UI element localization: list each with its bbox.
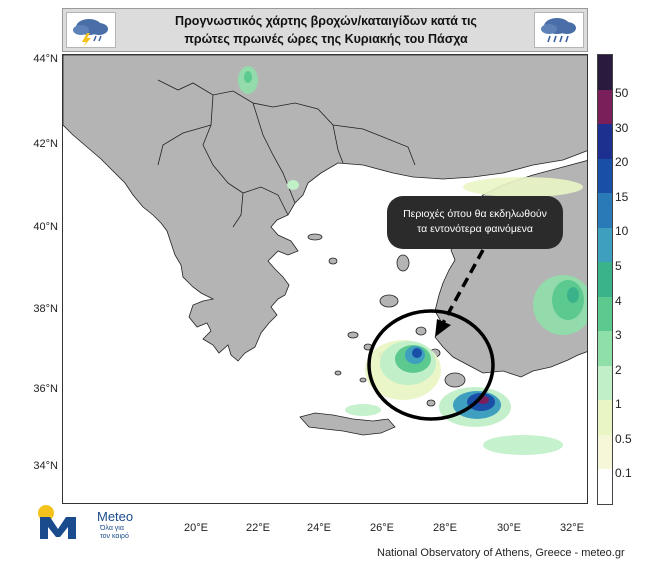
map-area: [62, 54, 588, 504]
tagline-line-2: τον καιρό: [100, 533, 129, 540]
legend-label: 4: [615, 294, 622, 308]
lon-label: 22°E: [246, 522, 270, 534]
balkans-land: [63, 55, 587, 362]
rain-cloud-icon: [534, 12, 584, 48]
legend-swatch: [598, 124, 612, 160]
legend-label: 1: [615, 397, 622, 411]
tagline-line-1: Όλα για: [100, 525, 124, 532]
legend-swatch: [598, 193, 612, 229]
credit-text: National Observatory of Athens, Greece -…: [377, 547, 625, 559]
legend-label: 15: [615, 190, 629, 204]
callout-box: Περιοχές όπου θα εκδηλωθούν τα εντονότερ…: [387, 196, 563, 249]
legend-label: 5: [615, 259, 622, 273]
lat-label: 42°N: [33, 138, 58, 150]
lon-label: 32°E: [560, 522, 584, 534]
legend-swatch: [598, 55, 612, 91]
legend-swatch: [598, 469, 612, 505]
highlight-circle: [367, 309, 495, 421]
lon-label: 30°E: [497, 522, 521, 534]
legend-swatch: [598, 296, 612, 332]
legend-label: 0.5: [615, 432, 632, 446]
country-border: [157, 79, 416, 228]
legend-swatch: [598, 89, 612, 125]
legend-swatch: [598, 262, 612, 298]
lon-label: 24°E: [307, 522, 331, 534]
lat-label: 40°N: [33, 221, 58, 233]
legend-swatch: [598, 158, 612, 194]
legend-label: 20: [615, 155, 629, 169]
map-canvas: [63, 55, 587, 503]
legend-swatch: [598, 227, 612, 263]
logo-brand: Meteo: [97, 509, 134, 524]
legend-label: 30: [615, 121, 629, 135]
legend-swatch: [598, 400, 612, 436]
precipitation-overlay: [238, 66, 587, 455]
crete-land: [299, 412, 396, 436]
lat-label: 34°N: [33, 460, 58, 472]
callout-arrow: [441, 249, 485, 324]
legend-label: 10: [615, 224, 629, 238]
lat-label: 36°N: [33, 383, 58, 395]
legend-label: 2: [615, 363, 622, 377]
lon-label: 20°E: [184, 522, 208, 534]
logo-tagline: Όλα για τον καιρό: [100, 525, 129, 541]
lon-label: 28°E: [433, 522, 457, 534]
legend-label: 50: [615, 86, 629, 100]
lat-label: 44°N: [33, 53, 58, 65]
legend-label: 3: [615, 328, 622, 342]
legend-swatch: [598, 365, 612, 401]
callout-line-2: τα εντονότερα φαινόμενα: [417, 223, 533, 235]
lat-label: 38°N: [33, 303, 58, 315]
meteo-logo: [36, 503, 94, 543]
legend-colorbar: [597, 54, 613, 505]
title-line-1: Προγνωστικός χάρτης βροχών/καταιγίδων κα…: [175, 14, 477, 28]
legend-label: 0.1: [615, 466, 632, 480]
title-line-2: πρώτες πρωινές ώρες της Κυριακής του Πάσ…: [184, 32, 468, 46]
arrow-head: [435, 319, 451, 337]
map-header: Προγνωστικός χάρτης βροχών/καταιγίδων κα…: [62, 8, 588, 52]
legend-swatch: [598, 434, 612, 470]
legend-swatch: [598, 331, 612, 367]
callout-line-1: Περιοχές όπου θα εκδηλωθούν: [403, 208, 547, 220]
lon-label: 26°E: [370, 522, 394, 534]
thunderstorm-cloud-icon: [66, 12, 116, 48]
